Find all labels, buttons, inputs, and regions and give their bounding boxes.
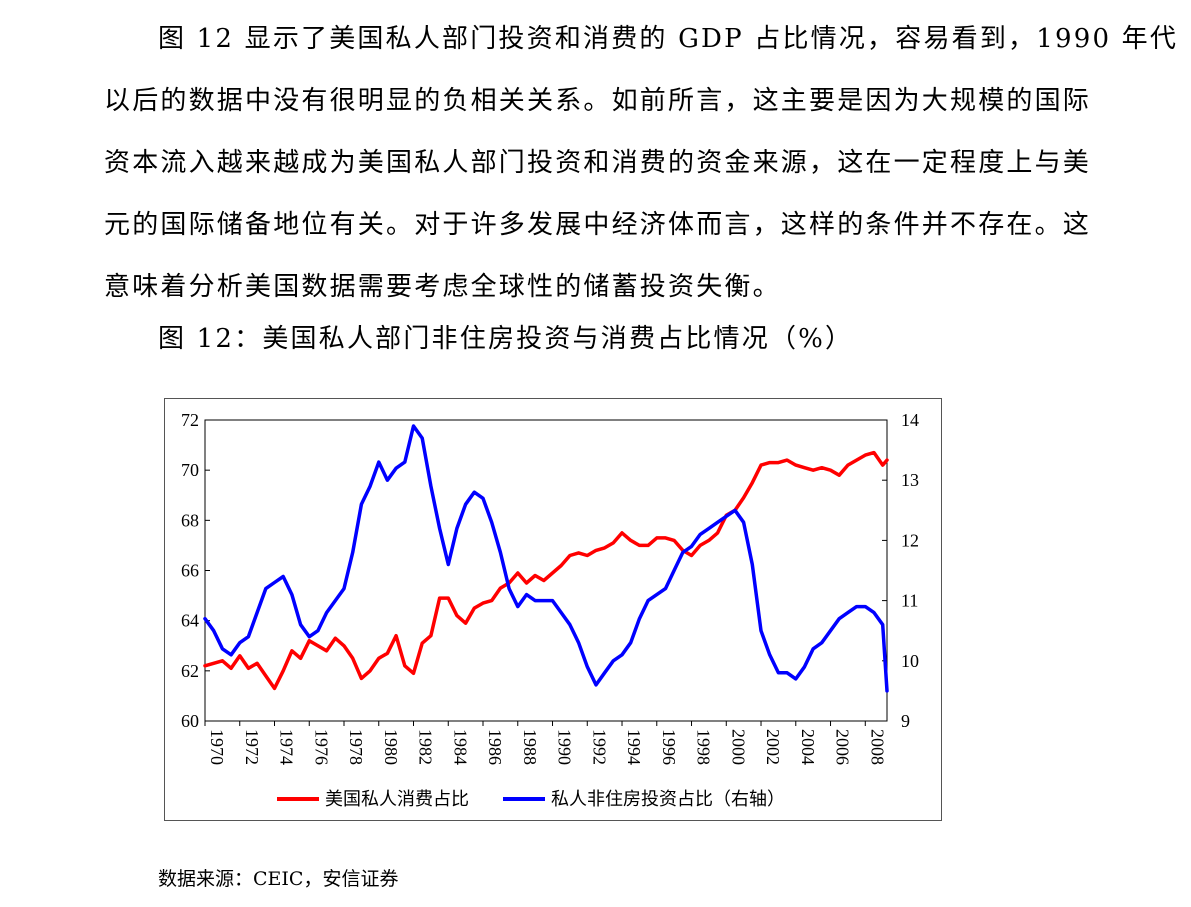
x-tick-label: 2002	[763, 729, 783, 765]
x-tick-label: 1976	[311, 729, 331, 765]
x-tick-label: 1980	[381, 729, 401, 765]
x-tick-label: 1982	[416, 729, 436, 765]
plot-area-border	[204, 419, 888, 722]
x-tick-label: 1970	[207, 729, 227, 765]
right-y-tick-label: 13	[901, 470, 919, 490]
x-tick-label: 2000	[728, 729, 748, 765]
left-y-tick-label: 72	[181, 410, 199, 430]
x-tick-label: 2004	[798, 729, 818, 765]
chart-frame: 60 62 64 66 68 70 72 9 10 11 12 13 14 1970 1972 1974 1…	[164, 398, 942, 821]
x-tick-label: 2006	[833, 729, 853, 765]
x-tick-label: 1974	[277, 729, 297, 765]
paragraph-line: 元的国际储备地位有关。对于许多发展中经济体而言，这样的条件并不存在。这	[104, 210, 1092, 240]
paragraph-line: 资本流入越来越成为美国私人部门投资和消费的资金来源，这在一定程度上与美	[104, 148, 1092, 178]
x-tick-label: 1996	[659, 729, 679, 765]
series-line-2	[203, 424, 889, 693]
x-tick-label: 1988	[520, 729, 540, 765]
data-source-note: 数据来源：CEIC，安信证券	[158, 868, 399, 890]
left-y-tick-label: 66	[181, 561, 199, 581]
left-y-tick-label: 62	[181, 661, 199, 681]
right-y-tick-label: 14	[901, 410, 919, 430]
x-tick-label: 2008	[867, 729, 887, 765]
x-tick-label: 1978	[346, 729, 366, 765]
line-chart: 60 62 64 66 68 70 72 9 10 11 12 13 14 1970 1972 1974 1…	[181, 410, 919, 809]
x-tick-label: 1986	[485, 729, 505, 765]
x-tick-label: 1994	[624, 729, 644, 765]
figure-caption: 图 12：美国私人部门非住房投资与消费占比情况（%）	[158, 324, 854, 354]
right-y-tick-label: 12	[901, 530, 919, 550]
right-y-tick-label: 11	[901, 591, 918, 611]
paragraph-line: 意味着分析美国数据需要考虑全球性的储蓄投资失衡。	[104, 272, 781, 302]
x-tick-label: 1990	[555, 729, 575, 765]
right-y-tick-label: 9	[901, 711, 910, 731]
legend-label-1: 美国私人消费占比	[325, 789, 469, 809]
legend-label-2: 私人非住房投资占比（右轴）	[551, 789, 785, 809]
left-y-tick-label: 64	[181, 611, 199, 631]
x-tick-label: 1992	[589, 729, 609, 765]
left-y-tick-label: 60	[181, 711, 199, 731]
x-tick-label: 1998	[694, 729, 714, 765]
paragraph-line: 以后的数据中没有很明显的负相关关系。如前所言，这主要是因为大规模的国际	[104, 86, 1092, 116]
body-paragraph: 图 12 显示了美国私人部门投资和消费的 GDP 占比情况，容易看到，1990 …	[104, 8, 1179, 318]
x-tick-label: 1972	[242, 729, 262, 765]
left-y-tick-label: 68	[181, 510, 199, 530]
x-tick-label: 1984	[450, 729, 470, 765]
left-y-tick-label: 70	[181, 460, 199, 480]
series-line-1	[203, 450, 889, 691]
right-y-tick-label: 10	[901, 651, 919, 671]
paragraph-line: 图 12 显示了美国私人部门投资和消费的 GDP 占比情况，容易看到，1990 …	[158, 24, 1179, 54]
